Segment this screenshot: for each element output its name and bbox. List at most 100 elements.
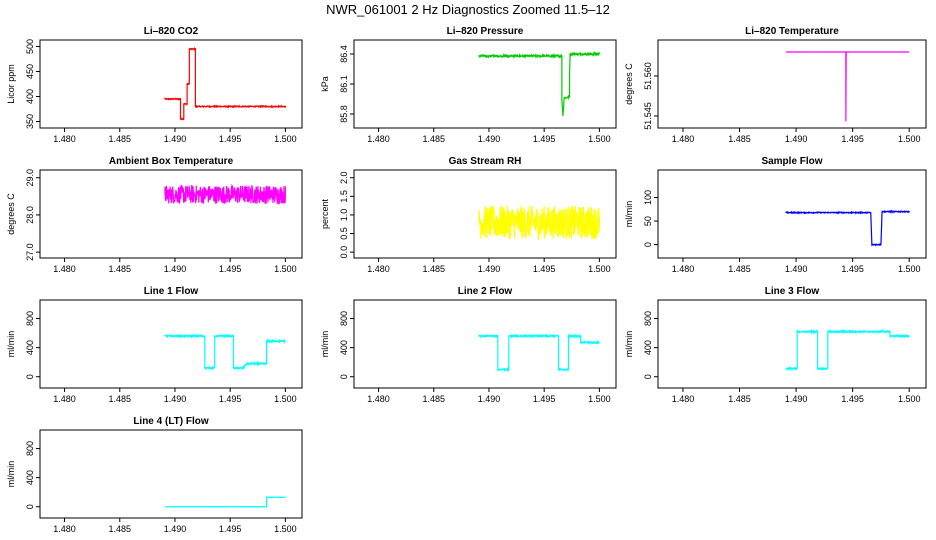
chart-panel-10: Line 4 (LT) Flow 1.480 1.485 1.490 1.495 1.50… [6,416,303,534]
chart-panel-4: Ambient Box Temperature 1.480 1.485 1.490 1.… [6,156,303,274]
x-tick-label: 1.500 [274,394,297,404]
x-tick-label: 1.490 [478,134,501,144]
chart-panel-1: Li–820 CO2 1.480 1.485 1.490 1.495 1.500 350 40… [6,26,303,144]
x-tick-label: 1.490 [164,394,187,404]
y-tick-label: 0 [643,374,653,379]
x-tick-label: 1.495 [841,264,864,274]
panel-title: Li–820 Temperature [745,26,839,37]
series-line [478,333,600,373]
x-tick-label: 1.485 [422,134,445,144]
chart-panel-2: Li–820 Pressure 1.480 1.485 1.490 1.495 1.500… [320,26,617,144]
x-tick-label: 1.500 [588,134,611,144]
y-tick-label: 86.1 [339,75,349,93]
series-line [785,209,910,247]
x-tick-label: 1.495 [219,134,242,144]
chart-panel-6: Sample Flow 1.480 1.485 1.490 1.495 1.500 0 50 1… [624,156,927,274]
panel-title: Line 3 Flow [765,286,820,297]
plot-frame [657,39,927,129]
x-tick-label: 1.490 [785,134,808,144]
y-tick-label: 1.0 [339,209,349,222]
y-tick-label: 86.4 [339,45,349,63]
y-axis-label: percent [320,198,330,229]
y-tick-label: 350 [25,114,35,129]
y-tick-label: 0 [25,374,35,379]
figure-title: NWR_061001 2 Hz Diagnostics Zoomed 11.5–… [326,2,610,17]
x-tick-label: 1.490 [785,394,808,404]
y-tick-label: 400 [339,340,349,355]
y-tick-label: 29.0 [25,169,35,187]
panel-title: Sample Flow [761,156,822,167]
plot-frame [39,39,303,129]
x-tick-label: 1.500 [898,394,921,404]
y-tick-label: 800 [339,311,349,326]
y-axis-label: ml/min [6,461,16,488]
y-tick-label: 800 [643,311,653,326]
x-tick-label: 1.480 [367,394,390,404]
y-tick-label: 400 [25,470,35,485]
series-line [785,51,910,122]
x-tick-label: 1.485 [728,134,751,144]
x-tick-label: 1.495 [533,264,556,274]
y-axis-label: Licor ppm [6,64,16,104]
x-tick-label: 1.500 [898,134,921,144]
chart-panel-3: Li–820 Temperature 1.480 1.485 1.490 1.495 1.… [624,26,927,144]
x-tick-label: 1.495 [841,394,864,404]
plot-frame [657,169,927,259]
x-tick-label: 1.500 [588,394,611,404]
series-line [164,46,286,121]
plot-frame [39,299,303,389]
y-tick-label: 1.5 [339,190,349,203]
y-tick-label: 0 [25,504,35,509]
x-tick-label: 1.485 [108,264,131,274]
y-tick-label: 0.5 [339,227,349,240]
x-tick-label: 1.495 [219,394,242,404]
series-line [478,50,600,117]
y-tick-label: 27.0 [25,243,35,261]
y-tick-label: 500 [25,39,35,54]
x-tick-label: 1.500 [274,524,297,534]
y-axis-label: ml/min [624,331,634,358]
y-tick-label: 450 [25,64,35,79]
x-tick-label: 1.490 [164,134,187,144]
y-axis-label: ml/min [320,331,330,358]
y-tick-label: 51.560 [643,62,653,90]
x-tick-label: 1.480 [53,394,76,404]
x-tick-label: 1.495 [219,524,242,534]
y-tick-label: 400 [25,340,35,355]
x-tick-label: 1.485 [422,394,445,404]
x-tick-label: 1.500 [898,264,921,274]
y-tick-label: 28.0 [25,206,35,224]
panel-title: Line 2 Flow [458,286,513,297]
y-tick-label: 51.545 [643,102,653,130]
series-line [164,496,286,508]
chart-panel-5: Gas Stream RH 1.480 1.485 1.490 1.495 1.500 0.… [320,156,617,274]
y-tick-label: 85.8 [339,105,349,123]
plot-frame [353,169,617,259]
x-tick-label: 1.495 [219,264,242,274]
y-axis-label: ml/min [6,331,16,358]
x-tick-label: 1.490 [164,524,187,534]
x-tick-label: 1.500 [274,264,297,274]
plot-frame [39,169,303,259]
x-tick-label: 1.500 [274,134,297,144]
series-line [164,333,286,371]
x-tick-label: 1.490 [164,264,187,274]
panel-title: Li–820 CO2 [144,26,199,37]
x-tick-label: 1.485 [108,134,131,144]
y-tick-label: 400 [643,340,653,355]
y-axis-label: kPa [320,76,330,92]
y-tick-label: 0 [643,242,653,247]
y-tick-label: 2.0 [339,171,349,184]
chart-panel-7: Line 1 Flow 1.480 1.485 1.490 1.495 1.500 0 400… [6,286,303,404]
plot-frame [39,429,303,519]
y-tick-label: 50 [643,216,653,226]
y-tick-label: 0.0 [339,246,349,259]
x-tick-label: 1.490 [785,264,808,274]
x-tick-label: 1.480 [367,264,390,274]
chart-panel-8: Line 2 Flow 1.480 1.485 1.490 1.495 1.500 0 400… [320,286,617,404]
x-tick-label: 1.485 [108,394,131,404]
y-tick-label: 400 [25,89,35,104]
x-tick-label: 1.500 [588,264,611,274]
x-tick-label: 1.485 [422,264,445,274]
